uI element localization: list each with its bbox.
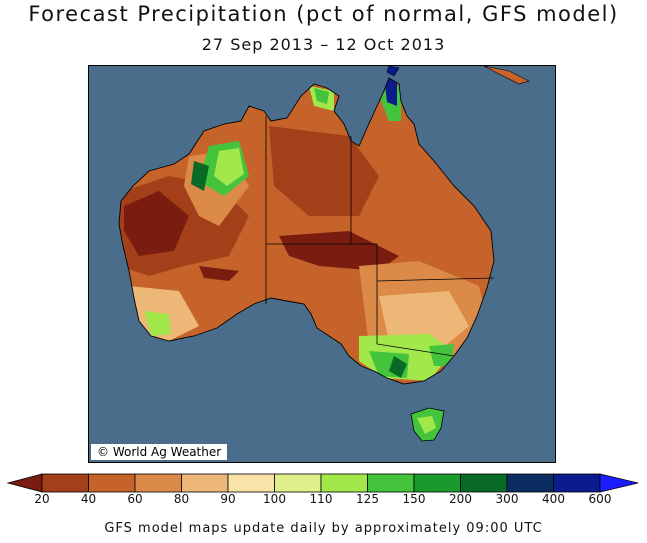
legend-tick-label: 40	[80, 492, 97, 506]
legend-tick-label: 600	[588, 492, 612, 506]
legend-swatch	[413, 473, 461, 493]
legend-swatch	[460, 473, 508, 493]
legend-tick-label: 100	[263, 492, 286, 506]
map-date-range: 27 Sep 2013 – 12 Oct 2013	[201, 35, 446, 54]
legend-swatch	[274, 473, 322, 493]
australia-map	[118, 66, 530, 442]
legend-swatch	[134, 473, 182, 493]
legend-swatch	[506, 473, 554, 493]
precipitation-map: © World Ag Weather	[88, 65, 556, 463]
map-title: Forecast Precipitation (pct of normal, G…	[28, 2, 619, 26]
legend-arrow-low	[6, 473, 43, 493]
legend-tick-label: 110	[309, 492, 333, 506]
legend-swatch	[553, 473, 601, 493]
legend-tick-label: 90	[220, 492, 236, 506]
legend-arrow-high	[599, 473, 639, 493]
legend-tick-label: 80	[173, 492, 190, 506]
legend-tick-label: 20	[34, 492, 50, 506]
legend-swatch	[367, 473, 415, 493]
legend-swatch	[181, 473, 229, 493]
update-note: GFS model maps update daily by approxima…	[104, 521, 543, 536]
legend-tick-label: 400	[542, 492, 565, 506]
legend-tick-label: 300	[495, 492, 519, 506]
legend-swatch	[41, 473, 89, 493]
legend-tick-label: 125	[356, 492, 379, 506]
map-credit: © World Ag Weather	[91, 444, 228, 460]
color-legend	[0, 466, 647, 516]
legend-swatch	[320, 473, 368, 493]
legend-tick-label: 60	[127, 492, 143, 506]
legend-tick-label: 150	[402, 492, 426, 506]
legend-swatch	[88, 473, 136, 493]
legend-tick-label: 200	[449, 492, 472, 506]
legend-swatch	[227, 473, 275, 493]
legend-color-bar	[6, 473, 639, 493]
legend-ticks: 20 40 60 80 90 100 110 125 150 200 300 400 600	[0, 492, 647, 508]
